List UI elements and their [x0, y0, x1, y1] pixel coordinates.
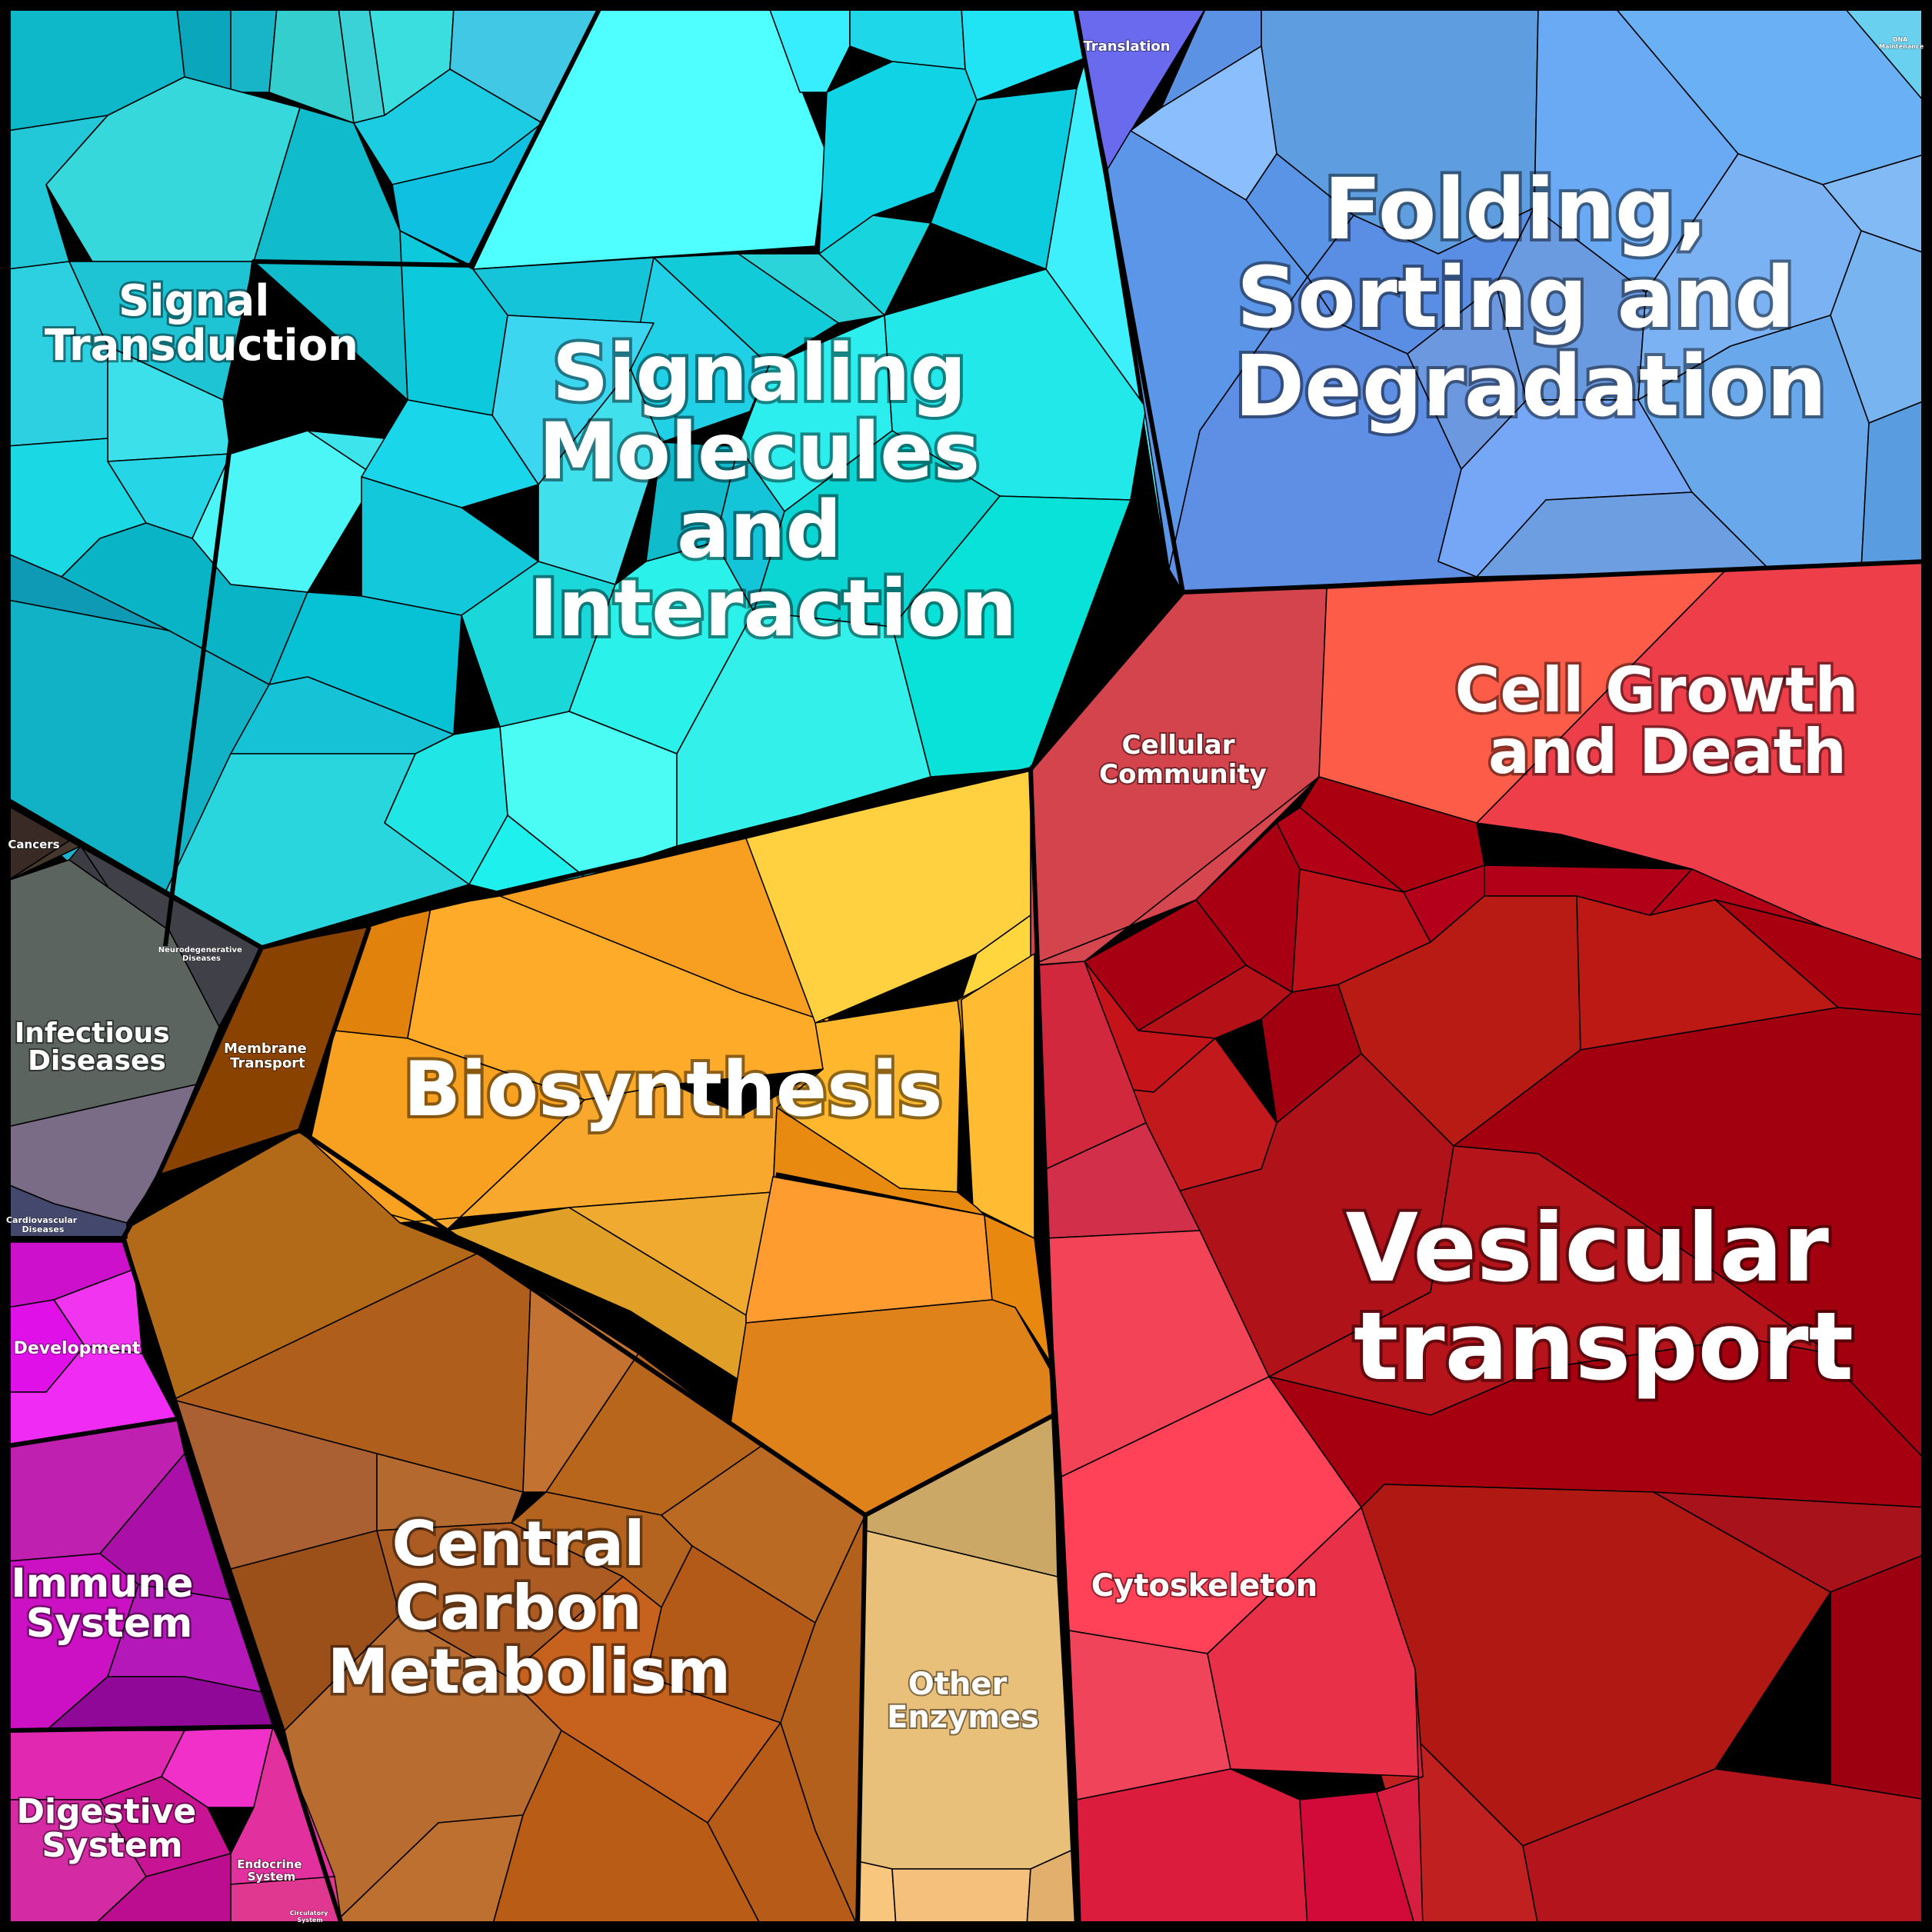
cardiovascular-label: Cardiovascular Diseases	[6, 1215, 80, 1234]
infectious-diseases-label: Infectious Diseases	[15, 1018, 179, 1077]
circulatory-system-label: Circulatory System	[290, 1910, 330, 1924]
development-label: Development	[14, 1339, 141, 1358]
region-boundaries	[6, 6, 1927, 1927]
biosynthesis-label: Biosynthesis	[404, 1046, 943, 1134]
signal-transduction-cells	[7, 7, 601, 947]
digestive-system-cells	[7, 1726, 274, 1927]
immune-system-label: Immune System	[11, 1561, 207, 1647]
immune-system-cells	[7, 1418, 274, 1731]
cellular-community-label: Cellular Community	[1099, 730, 1267, 790]
biosynthesis-cells	[299, 768, 1054, 1516]
other-enzymes-label: Other Enzymes	[887, 1667, 1039, 1735]
dna-maintenance-label: DNA Maintenance	[1879, 36, 1924, 50]
cytoskeleton-label: Cytoskeleton	[1091, 1568, 1317, 1604]
central-carbon-label: Central Carbon Metabolism	[328, 1508, 731, 1707]
signal-transduction-label: Signal Transduction	[45, 276, 358, 371]
central-carbon-cells	[122, 1130, 866, 1927]
cytoskeleton-cells	[1038, 961, 1424, 1927]
neurodegenerative-label: Neurodegenerative Diseases	[158, 946, 245, 963]
endocrine-system-label: Endocrine System	[237, 1857, 306, 1884]
folding-sorting-label: Folding, Sorting and Degradation	[1234, 160, 1827, 435]
other-enzymes-cells	[857, 1414, 1078, 1927]
vesicular-transport-label: Vesicular transport	[1346, 1194, 1862, 1401]
digestive-system-label: Digestive System	[16, 1792, 208, 1865]
translation-label: Translation	[1083, 38, 1170, 55]
cell-growth-label: Cell Growth and Death	[1455, 655, 1880, 788]
development-cells	[7, 1241, 178, 1447]
signaling-molecules-cells	[165, 7, 1168, 947]
signaling-molecules-label: Signaling Molecules and Interaction	[529, 328, 1018, 655]
membrane-transport-label: Membrane Transport	[224, 1041, 311, 1071]
vesicular-transport-cells	[1084, 776, 1927, 1927]
cancers-label: Cancers	[8, 838, 59, 851]
